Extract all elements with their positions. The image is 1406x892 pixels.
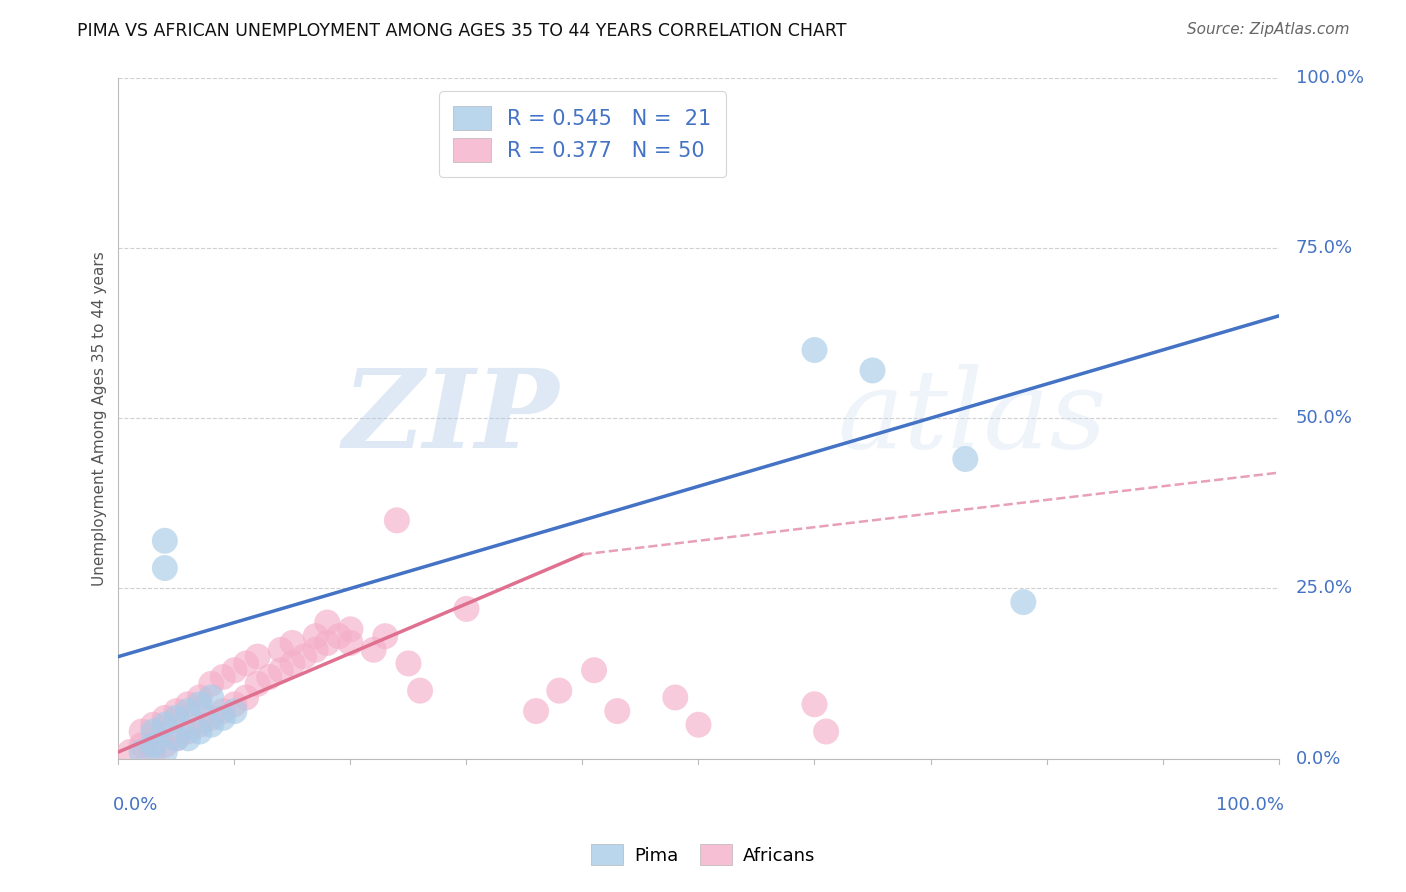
Point — [270, 642, 292, 657]
Text: 50.0%: 50.0% — [1296, 409, 1353, 427]
Point — [153, 745, 176, 759]
Point — [862, 363, 884, 377]
Point — [153, 711, 176, 725]
Point — [363, 642, 385, 657]
Point — [281, 657, 304, 671]
Point — [305, 629, 328, 643]
Point — [305, 642, 328, 657]
Point — [131, 738, 153, 752]
Point — [142, 745, 165, 759]
Point — [177, 731, 200, 746]
Point — [131, 724, 153, 739]
Point — [188, 717, 211, 731]
Point — [200, 690, 222, 705]
Point — [281, 636, 304, 650]
Point — [188, 698, 211, 712]
Y-axis label: Unemployment Among Ages 35 to 44 years: Unemployment Among Ages 35 to 44 years — [93, 251, 107, 585]
Point — [606, 704, 628, 718]
Point — [524, 704, 547, 718]
Point — [211, 670, 233, 684]
Text: PIMA VS AFRICAN UNEMPLOYMENT AMONG AGES 35 TO 44 YEARS CORRELATION CHART: PIMA VS AFRICAN UNEMPLOYMENT AMONG AGES … — [77, 22, 846, 40]
Point — [409, 683, 432, 698]
Text: 0.0%: 0.0% — [1296, 750, 1341, 768]
Point — [374, 629, 396, 643]
Point — [188, 724, 211, 739]
Point — [153, 738, 176, 752]
Point — [142, 717, 165, 731]
Point — [803, 698, 825, 712]
Point — [188, 690, 211, 705]
Point — [270, 663, 292, 677]
Point — [688, 717, 710, 731]
Point — [246, 649, 269, 664]
Point — [211, 711, 233, 725]
Point — [803, 343, 825, 357]
Point — [165, 704, 187, 718]
Point — [316, 615, 339, 630]
Point — [259, 670, 281, 684]
Point — [153, 533, 176, 548]
Point — [1012, 595, 1035, 609]
Point — [153, 561, 176, 575]
Point — [398, 657, 420, 671]
Point — [211, 704, 233, 718]
Text: Source: ZipAtlas.com: Source: ZipAtlas.com — [1187, 22, 1350, 37]
Point — [177, 698, 200, 712]
Point — [955, 452, 977, 467]
Point — [224, 663, 246, 677]
Point — [142, 738, 165, 752]
Point — [200, 711, 222, 725]
Point — [200, 717, 222, 731]
Point — [815, 724, 838, 739]
Text: 100.0%: 100.0% — [1216, 797, 1284, 814]
Text: atlas: atlas — [838, 365, 1108, 472]
Point — [224, 704, 246, 718]
Point — [235, 657, 257, 671]
Point — [177, 704, 200, 718]
Point — [583, 663, 606, 677]
Point — [165, 711, 187, 725]
Point — [456, 602, 478, 616]
Legend: Pima, Africans: Pima, Africans — [583, 837, 823, 872]
Point — [548, 683, 571, 698]
Point — [316, 636, 339, 650]
Point — [664, 690, 686, 705]
Legend: R = 0.545   N =  21, R = 0.377   N = 50: R = 0.545 N = 21, R = 0.377 N = 50 — [439, 91, 727, 177]
Point — [328, 629, 350, 643]
Text: 25.0%: 25.0% — [1296, 580, 1353, 598]
Point — [165, 731, 187, 746]
Point — [235, 690, 257, 705]
Text: 100.0%: 100.0% — [1296, 69, 1364, 87]
Point — [246, 677, 269, 691]
Point — [292, 649, 315, 664]
Point — [153, 717, 176, 731]
Point — [385, 513, 408, 527]
Point — [224, 698, 246, 712]
Point — [118, 745, 141, 759]
Point — [131, 745, 153, 759]
Text: ZIP: ZIP — [343, 365, 560, 472]
Point — [165, 731, 187, 746]
Text: 75.0%: 75.0% — [1296, 239, 1353, 257]
Point — [339, 623, 361, 637]
Point — [177, 724, 200, 739]
Text: 0.0%: 0.0% — [112, 797, 157, 814]
Point — [200, 677, 222, 691]
Point — [339, 636, 361, 650]
Point — [142, 724, 165, 739]
